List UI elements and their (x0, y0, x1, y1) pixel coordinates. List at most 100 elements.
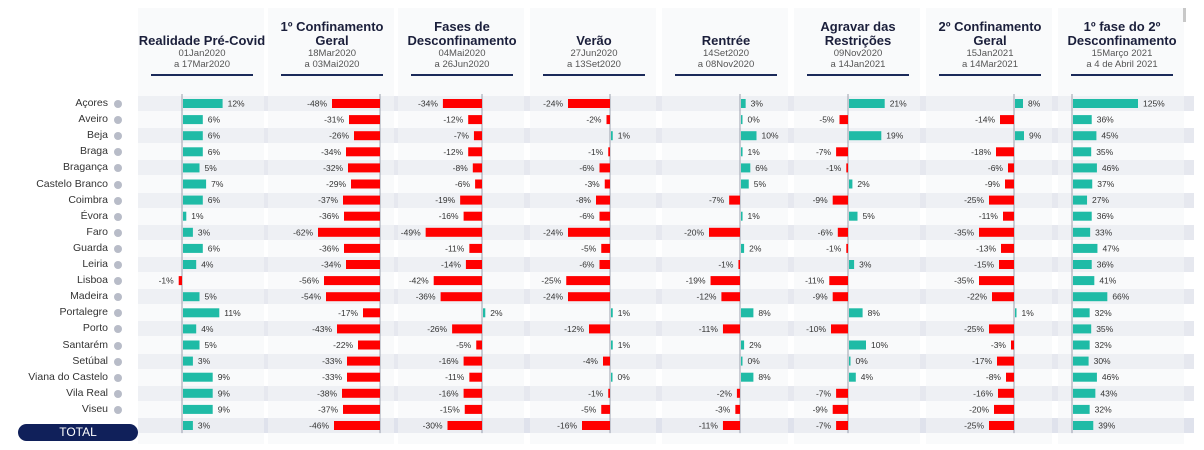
value-label: -1% (588, 147, 604, 157)
bar (832, 404, 848, 414)
value-label: -37% (318, 404, 338, 414)
bar (1006, 372, 1014, 382)
info-icon[interactable] (114, 261, 122, 269)
info-icon[interactable] (114, 100, 122, 108)
info-icon[interactable] (114, 132, 122, 141)
period-header: Rentrée 14Set2020 a 08Nov2020 (662, 18, 790, 76)
value-label: 36% (1097, 260, 1114, 270)
info-icon[interactable] (114, 357, 122, 366)
bar (1073, 372, 1097, 382)
period-underline (543, 74, 645, 76)
bar (608, 147, 610, 157)
info-icon[interactable] (114, 164, 122, 173)
period-title: Fases de Desconfinamento (407, 19, 517, 48)
bar (741, 356, 743, 366)
value-label: -8% (576, 195, 592, 205)
region-label: Lisboa (77, 274, 108, 287)
value-label: 4% (861, 372, 874, 382)
info-icon[interactable] (114, 212, 122, 221)
value-label: 9% (218, 388, 231, 398)
period-panel (268, 8, 394, 444)
period-start-date: 01Jan2020 (178, 48, 226, 59)
chart-frame: Açores Aveiro Beja Braga Bragança Castelo Bra… (8, 8, 1194, 444)
value-label: -25% (964, 421, 984, 431)
period-underline (151, 74, 253, 76)
value-label: -24% (543, 292, 563, 302)
value-label: -11% (699, 324, 719, 334)
info-icon[interactable] (114, 373, 122, 382)
value-label: -8% (453, 163, 469, 173)
value-label: -3% (991, 340, 1007, 350)
value-label: -26% (427, 324, 447, 334)
value-label: -4% (583, 356, 599, 366)
value-label: -16% (973, 388, 993, 398)
value-label: -15% (974, 260, 994, 270)
bar (343, 195, 380, 205)
value-label: -5% (819, 115, 835, 125)
bar (601, 404, 610, 414)
period-title: Verão (576, 33, 612, 48)
value-label: 3% (198, 356, 211, 366)
value-label: 9% (1029, 131, 1042, 141)
bar (346, 147, 380, 157)
bar (998, 388, 1014, 398)
value-label: -37% (318, 195, 338, 205)
value-label: 66% (1112, 292, 1129, 302)
info-icon[interactable] (114, 196, 122, 205)
bar (468, 115, 482, 125)
bar (1073, 99, 1138, 108)
value-label: -29% (326, 179, 346, 189)
value-label: 30% (1094, 356, 1111, 366)
period-title: Rentrée (701, 33, 751, 48)
info-icon[interactable] (114, 293, 122, 302)
bar (469, 243, 482, 253)
bar (464, 404, 482, 414)
region-label: Faro (86, 225, 108, 238)
region-label: Leiria (82, 258, 108, 270)
bar (839, 115, 848, 125)
value-label: 8% (1028, 99, 1041, 109)
region-label: Viana do Castelo (28, 370, 108, 383)
value-label: 3% (198, 421, 211, 431)
info-icon[interactable] (114, 228, 122, 237)
bar (1073, 356, 1089, 366)
info-icon[interactable] (114, 389, 122, 398)
value-label: -26% (329, 131, 349, 141)
period-header: Agravar das Restrições 09Nov2020 a 14Jan20… (794, 18, 922, 76)
value-label: -22% (967, 292, 987, 302)
bar (183, 227, 193, 237)
bar (183, 421, 193, 430)
info-icon[interactable] (114, 277, 122, 286)
bar (599, 163, 610, 173)
value-label: 41% (1099, 276, 1116, 286)
bar (603, 356, 610, 366)
value-label: -5% (456, 340, 472, 350)
bar (183, 163, 200, 173)
bar (183, 131, 203, 141)
bar (846, 163, 848, 173)
bar (979, 227, 1014, 237)
value-label: -11% (699, 421, 719, 431)
value-label: -14% (441, 260, 461, 270)
value-label: 4% (201, 260, 214, 270)
value-label: -31% (324, 115, 344, 125)
info-icon[interactable] (114, 148, 122, 157)
region-label: Guarda (72, 241, 108, 254)
info-icon[interactable] (114, 180, 122, 189)
info-icon[interactable] (114, 116, 122, 125)
info-icon[interactable] (114, 341, 122, 350)
scrollbar[interactable] (1183, 8, 1186, 22)
value-label: 6% (208, 195, 221, 205)
info-icon[interactable] (114, 244, 122, 253)
period-header: Fases de Desconfinamento 04Mai2020 a 26Jun… (398, 18, 526, 76)
info-icon[interactable] (114, 405, 122, 414)
period-start-date: 18Mar2020 (307, 48, 357, 59)
bar (849, 211, 858, 221)
value-label: -14% (975, 115, 995, 125)
bar (849, 131, 882, 141)
info-icon[interactable] (114, 309, 122, 318)
value-label: 0% (748, 356, 761, 366)
info-icon[interactable] (114, 325, 122, 334)
value-label: -25% (541, 276, 561, 286)
value-label: 32% (1095, 404, 1112, 414)
